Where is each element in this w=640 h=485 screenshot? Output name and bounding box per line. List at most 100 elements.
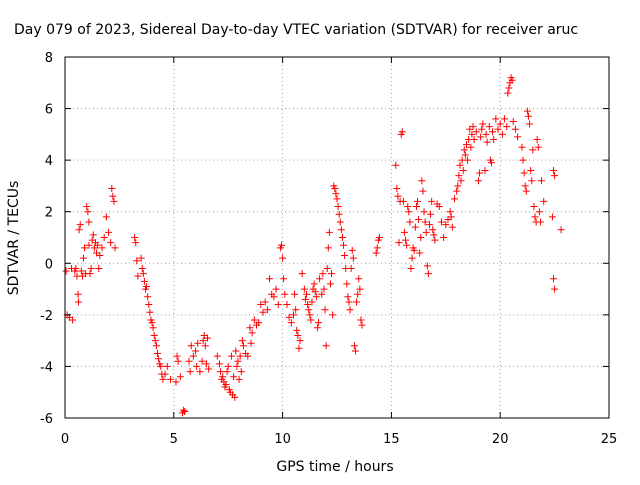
data-point-111 xyxy=(237,368,245,376)
data-point-97 xyxy=(222,380,230,388)
data-point-292 xyxy=(508,76,516,84)
data-point-152 xyxy=(306,311,314,319)
data-point-71 xyxy=(176,373,184,381)
data-point-180 xyxy=(337,226,345,234)
data-point-282 xyxy=(492,115,500,123)
data-point-118 xyxy=(248,329,256,337)
data-point-49 xyxy=(143,282,151,290)
data-point-284 xyxy=(496,120,504,128)
data-point-42 xyxy=(133,257,141,265)
data-point-228 xyxy=(418,177,426,185)
data-point-31 xyxy=(98,244,106,252)
data-point-297 xyxy=(519,156,527,164)
data-point-89 xyxy=(205,365,213,373)
y-tick-label-2: -2 xyxy=(40,309,53,324)
data-point-12 xyxy=(77,267,85,275)
data-point-218 xyxy=(407,264,415,272)
data-point-306 xyxy=(529,146,537,154)
data-point-133 xyxy=(279,254,287,262)
grid-lines xyxy=(65,57,609,418)
data-point-231 xyxy=(421,218,429,226)
x-tick-label-1: 5 xyxy=(170,432,178,447)
data-point-141 xyxy=(292,306,300,314)
data-point-90 xyxy=(213,352,221,360)
data-point-153 xyxy=(307,316,315,324)
data-point-50 xyxy=(144,293,152,301)
data-point-38 xyxy=(110,197,118,205)
chart-title: Day 079 of 2023, Sidereal Day-to-day VTE… xyxy=(14,22,578,38)
data-point-160 xyxy=(315,319,323,327)
data-point-223 xyxy=(412,203,420,211)
data-point-213 xyxy=(402,236,410,244)
x-tick-label-3: 15 xyxy=(383,432,400,447)
data-point-36 xyxy=(108,185,116,193)
data-point-215 xyxy=(404,203,412,211)
data-point-30 xyxy=(96,252,104,260)
data-point-171 xyxy=(328,270,336,278)
data-point-285 xyxy=(498,130,506,138)
data-point-318 xyxy=(551,172,559,180)
data-point-225 xyxy=(415,215,423,223)
data-point-115 xyxy=(244,352,252,360)
data-point-124 xyxy=(261,298,269,306)
data-point-261 xyxy=(464,156,472,164)
data-point-143 xyxy=(294,331,302,339)
data-point-237 xyxy=(428,197,436,205)
data-point-277 xyxy=(485,123,493,131)
data-point-4 xyxy=(69,316,77,324)
data-point-307 xyxy=(530,203,538,211)
data-point-33 xyxy=(102,213,110,221)
data-point-79 xyxy=(192,347,200,355)
data-point-81 xyxy=(194,339,202,347)
data-point-233 xyxy=(423,262,431,270)
data-point-34 xyxy=(105,228,113,236)
data-point-119 xyxy=(250,316,258,324)
data-point-310 xyxy=(533,136,541,144)
data-point-178 xyxy=(335,210,343,218)
data-point-41 xyxy=(132,239,140,247)
data-point-137 xyxy=(285,313,293,321)
data-point-175 xyxy=(332,190,340,198)
data-point-315 xyxy=(540,197,548,205)
data-point-294 xyxy=(511,125,519,133)
y-tick-label-5: 4 xyxy=(45,154,53,169)
data-point-288 xyxy=(504,89,512,97)
data-point-193 xyxy=(351,347,359,355)
data-point-216 xyxy=(405,208,413,216)
y-tick-label-0: -6 xyxy=(40,412,53,427)
data-point-293 xyxy=(509,117,517,125)
data-point-80 xyxy=(193,362,201,370)
data-point-259 xyxy=(461,151,469,159)
data-point-140 xyxy=(291,290,299,298)
plot-frame xyxy=(64,56,610,419)
data-point-275 xyxy=(482,130,490,138)
data-point-205 xyxy=(393,185,401,193)
data-point-156 xyxy=(310,280,318,288)
data-point-279 xyxy=(487,159,495,167)
data-point-304 xyxy=(527,166,535,174)
data-point-195 xyxy=(354,290,362,298)
data-point-212 xyxy=(400,228,408,236)
data-point-57 xyxy=(151,337,159,345)
data-point-157 xyxy=(311,288,319,296)
data-point-64 xyxy=(159,375,167,383)
data-point-181 xyxy=(338,234,346,241)
data-point-19 xyxy=(85,218,93,226)
data-point-269 xyxy=(474,177,482,185)
data-point-46 xyxy=(139,270,147,278)
x-tick-label-0: 0 xyxy=(61,432,69,447)
data-point-238 xyxy=(429,226,437,234)
data-point-98 xyxy=(223,368,231,376)
data-point-169 xyxy=(325,228,333,236)
data-point-172 xyxy=(329,311,337,319)
data-point-45 xyxy=(138,264,146,272)
data-point-305 xyxy=(528,177,536,185)
y-tick-label-6: 6 xyxy=(45,103,53,118)
data-point-190 xyxy=(348,246,356,254)
data-point-192 xyxy=(350,342,358,350)
data-point-77 xyxy=(187,342,195,350)
data-point-37 xyxy=(109,192,117,200)
data-point-219 xyxy=(408,254,416,262)
data-point-161 xyxy=(316,275,324,283)
